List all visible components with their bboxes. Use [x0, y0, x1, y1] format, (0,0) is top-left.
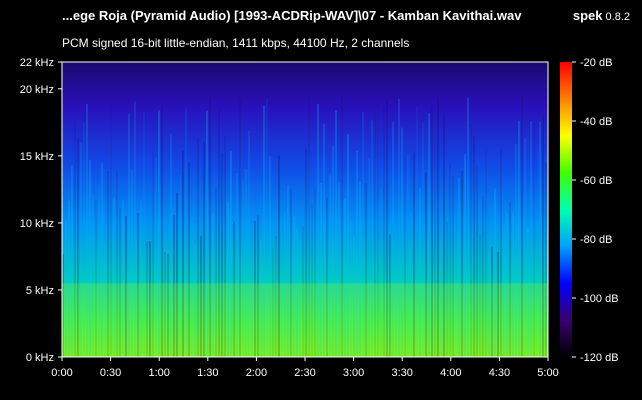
y-axis: 0 kHz 5 kHz 10 kHz 15 kHz 20 kHz 22 kHz	[20, 57, 62, 364]
colorbar-tick-label: -40 dB	[580, 116, 612, 128]
colorbar: -20 dB -40 dB -60 dB -80 dB -100 dB -120 dB	[560, 57, 619, 364]
y-tick-label: 10 kHz	[20, 218, 54, 230]
x-tick-label: 5:00	[537, 367, 558, 379]
colorbar-tick-label: -80 dB	[580, 234, 612, 246]
x-tick-label: 2:00	[246, 367, 267, 379]
stream-info: PCM signed 16-bit little-endian, 1411 kb…	[62, 36, 410, 50]
spectrogram-area	[62, 62, 548, 358]
x-tick-label: 3:30	[391, 367, 412, 379]
app-name: spek 0.8.2	[573, 8, 630, 23]
colorbar-tick-label: -20 dB	[580, 57, 612, 69]
app-name-label: spek	[572, 8, 603, 23]
y-tick-label: 15 kHz	[20, 151, 54, 163]
file-title: ...ege Roja (Pyramid Audio) [1993-ACDRip…	[62, 8, 522, 23]
x-tick-label: 1:30	[197, 367, 218, 379]
x-tick-label: 2:30	[294, 367, 315, 379]
x-axis: 0:00 0:30 1:00 1:30 2:00 2:30 3:00 3:30 4:00 4:30…	[51, 357, 559, 379]
x-tick-label: 0:00	[51, 367, 72, 379]
x-tick-label: 0:30	[100, 367, 121, 379]
colorbar-tick-label: -100 dB	[580, 293, 619, 305]
x-tick-label: 4:30	[489, 367, 510, 379]
x-tick-label: 4:00	[440, 367, 461, 379]
y-tick-label: 20 kHz	[20, 84, 54, 96]
y-tick-label: 5 kHz	[26, 285, 54, 297]
colorbar-tick-label: -120 dB	[580, 352, 619, 364]
x-tick-label: 3:00	[343, 367, 364, 379]
colorbar-tick-label: -60 dB	[580, 175, 612, 187]
x-tick-label: 1:00	[148, 367, 169, 379]
y-tick-label: 22 kHz	[20, 57, 54, 69]
y-tick-label: 0 kHz	[26, 352, 54, 364]
app-version: 0.8.2	[605, 11, 630, 23]
